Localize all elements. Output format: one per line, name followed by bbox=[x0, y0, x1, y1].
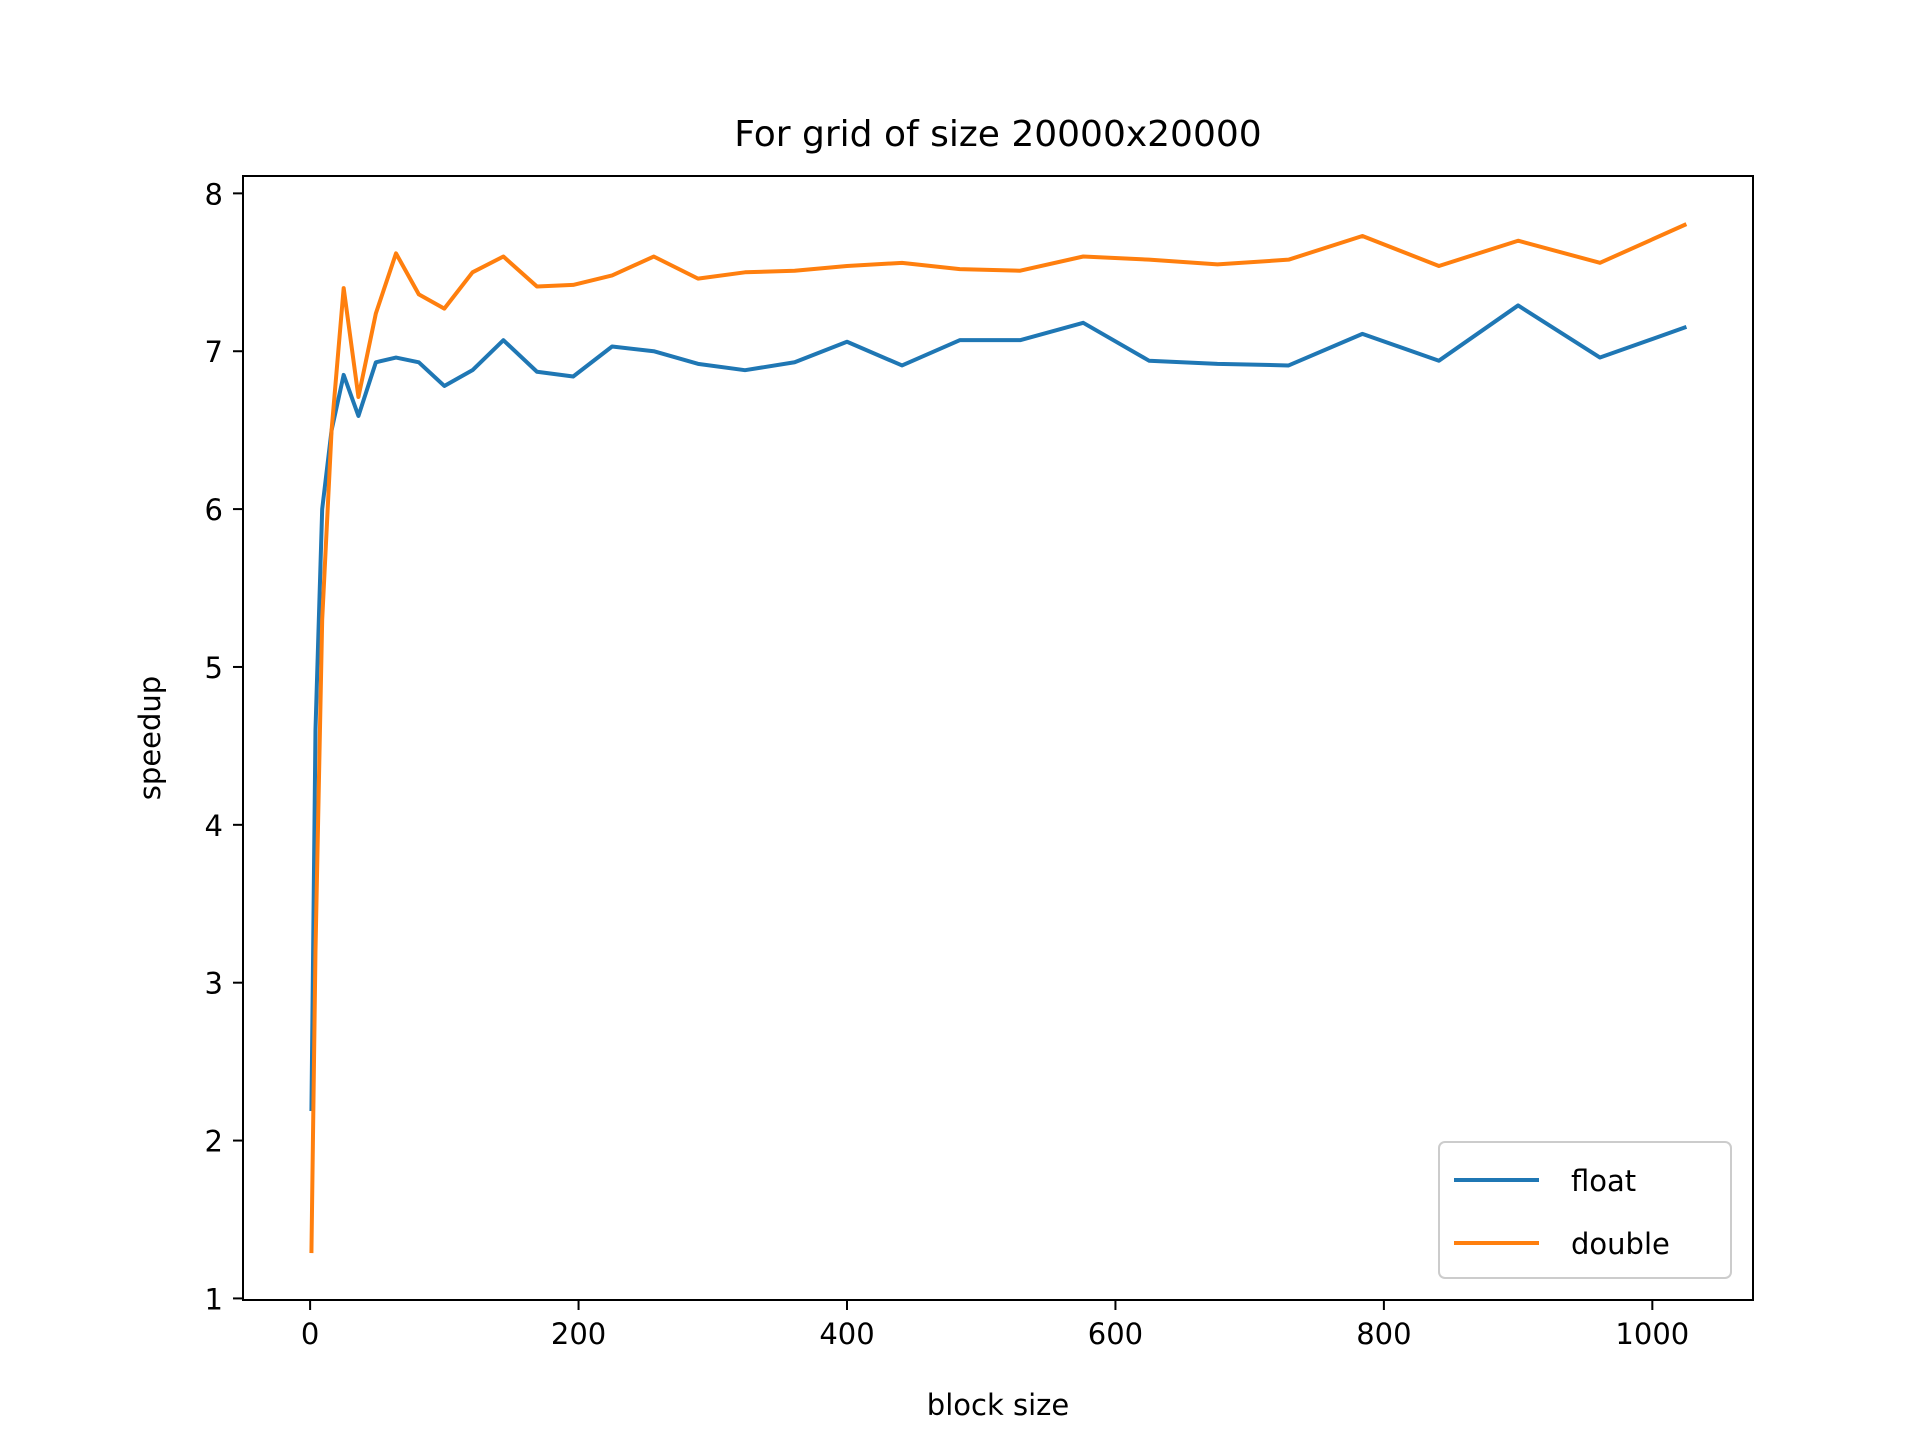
y-tick-label: 7 bbox=[205, 335, 223, 369]
y-tick-label: 5 bbox=[205, 651, 223, 685]
legend-label-double: double bbox=[1571, 1227, 1670, 1261]
axis-ticks: 0 200 400 600 800 1000 1 2 3 4 5 6 7 8 bbox=[205, 177, 1690, 1351]
series-line-float bbox=[309, 303, 1688, 1112]
y-tick-label: 4 bbox=[205, 809, 223, 843]
y-tick-label: 8 bbox=[205, 177, 223, 211]
plot-area-frame bbox=[242, 175, 1754, 1301]
legend-label-float: float bbox=[1571, 1164, 1636, 1198]
x-tick-label: 200 bbox=[551, 1317, 606, 1351]
x-axis-label: block size bbox=[927, 1388, 1069, 1422]
x-tick-label: 400 bbox=[819, 1317, 874, 1351]
y-tick-label: 6 bbox=[205, 493, 223, 527]
y-tick-label: 3 bbox=[205, 967, 223, 1001]
series-line-double bbox=[309, 222, 1688, 1254]
plot-lines bbox=[309, 222, 1688, 1254]
legend: float double bbox=[1438, 1141, 1732, 1279]
chart-title: For grid of size 20000x20000 bbox=[734, 114, 1261, 155]
y-tick-label: 1 bbox=[205, 1282, 223, 1316]
x-tick-label: 1000 bbox=[1615, 1317, 1689, 1351]
y-axis-label: speedup bbox=[133, 676, 167, 800]
x-tick-label: 800 bbox=[1356, 1317, 1411, 1351]
x-tick-label: 0 bbox=[301, 1317, 319, 1351]
x-tick-label: 600 bbox=[1088, 1317, 1143, 1351]
y-tick-label: 2 bbox=[205, 1125, 223, 1159]
